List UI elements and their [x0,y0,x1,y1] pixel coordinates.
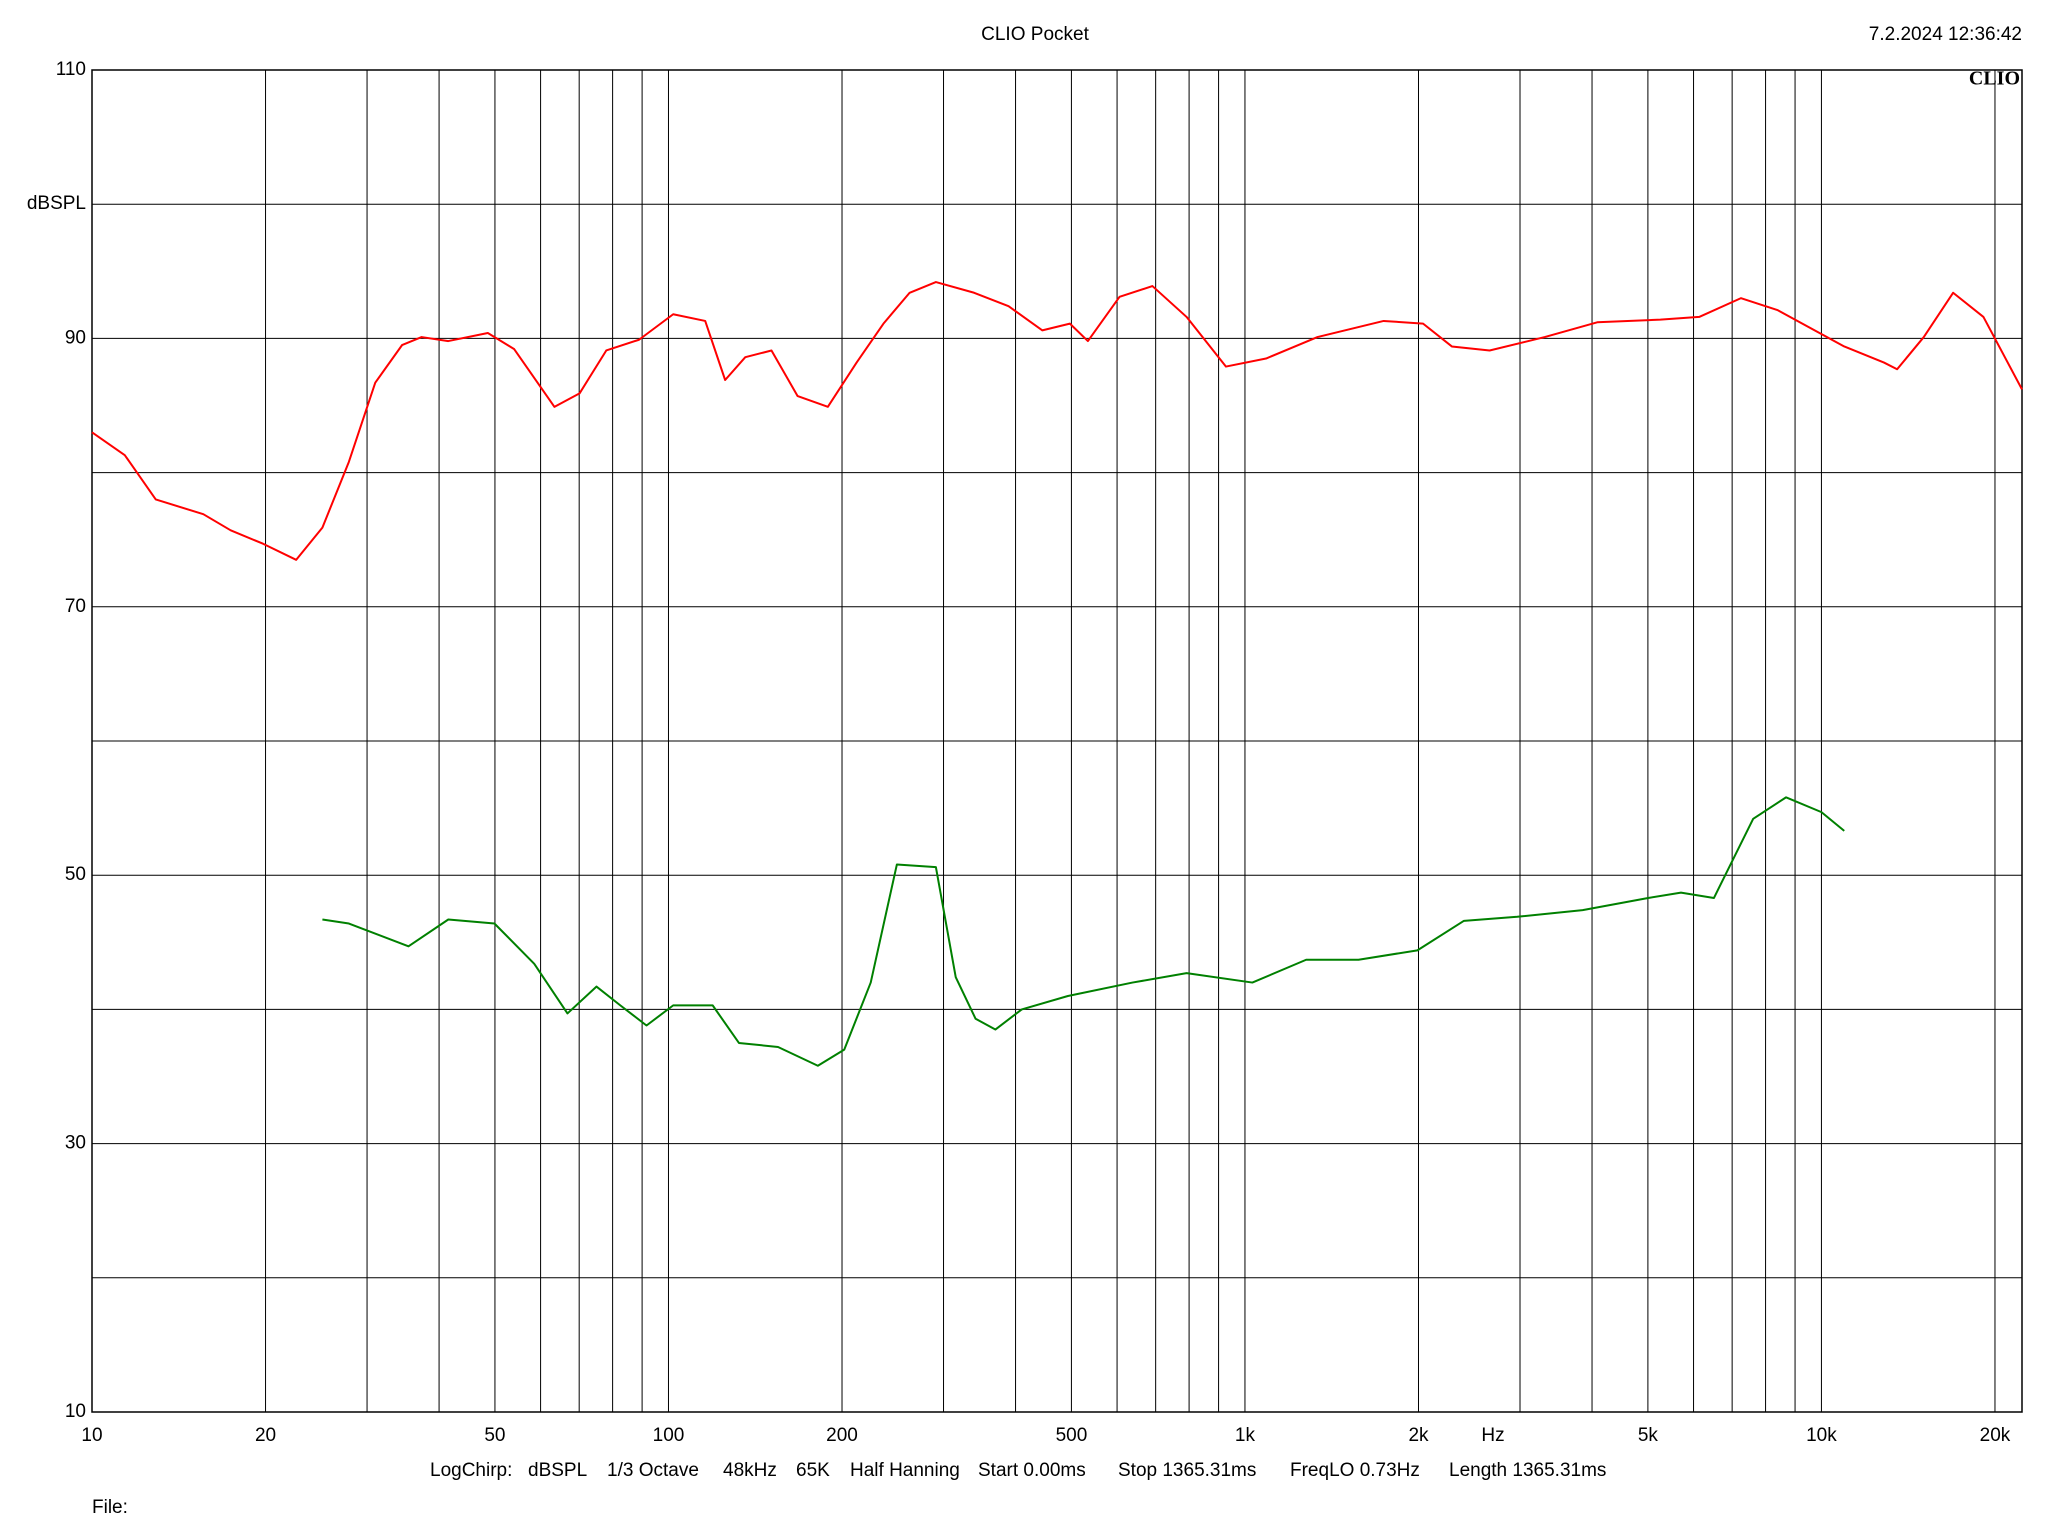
settings-item: Start 0.00ms [978,1460,1086,1481]
settings-item: Half Hanning [850,1460,960,1481]
settings-item: 1/3 Octave [607,1460,699,1481]
file-label: File: [92,1497,128,1518]
settings-item: Stop 1365.31ms [1118,1460,1256,1481]
x-tick-label: 2k [1408,1425,1429,1446]
logo: CLIO [1969,68,2020,90]
x-tick-label: 20k [1980,1425,2011,1446]
y-tick-label: 50 [65,864,86,885]
x-axis-label: Hz [1481,1425,1504,1446]
x-tick-label: 10k [1806,1425,1837,1446]
settings-item: LogChirp: [430,1460,512,1481]
x-tick-label: 200 [826,1425,858,1446]
x-tick-label: 50 [484,1425,505,1446]
settings-item: 48kHz [723,1460,777,1481]
x-tick-label: 20 [255,1425,276,1446]
settings-item: Length 1365.31ms [1449,1460,1606,1481]
x-tick-label: 5k [1638,1425,1659,1446]
y-tick-label: 10 [65,1401,86,1422]
y-tick-label: 90 [65,327,86,348]
y-tick-label: 30 [65,1133,86,1154]
settings-item: 65K [796,1460,830,1481]
settings-item: dBSPL [528,1460,587,1481]
x-tick-label: 1k [1235,1425,1256,1446]
x-tick-label: 500 [1056,1425,1088,1446]
settings-item: FreqLO 0.73Hz [1290,1460,1420,1481]
chart-title: CLIO Pocket [981,24,1089,45]
y-tick-label: 110 [56,59,86,80]
x-tick-label: 100 [653,1425,685,1446]
x-tick-label: 10 [81,1425,102,1446]
y-axis-label: dBSPL [27,193,86,214]
series-line [91,281,2023,561]
timestamp: 7.2.2024 12:36:42 [1869,24,2022,45]
plot-frame [91,69,2023,1413]
y-tick-label: 70 [65,596,86,617]
series-line [322,796,1845,1067]
